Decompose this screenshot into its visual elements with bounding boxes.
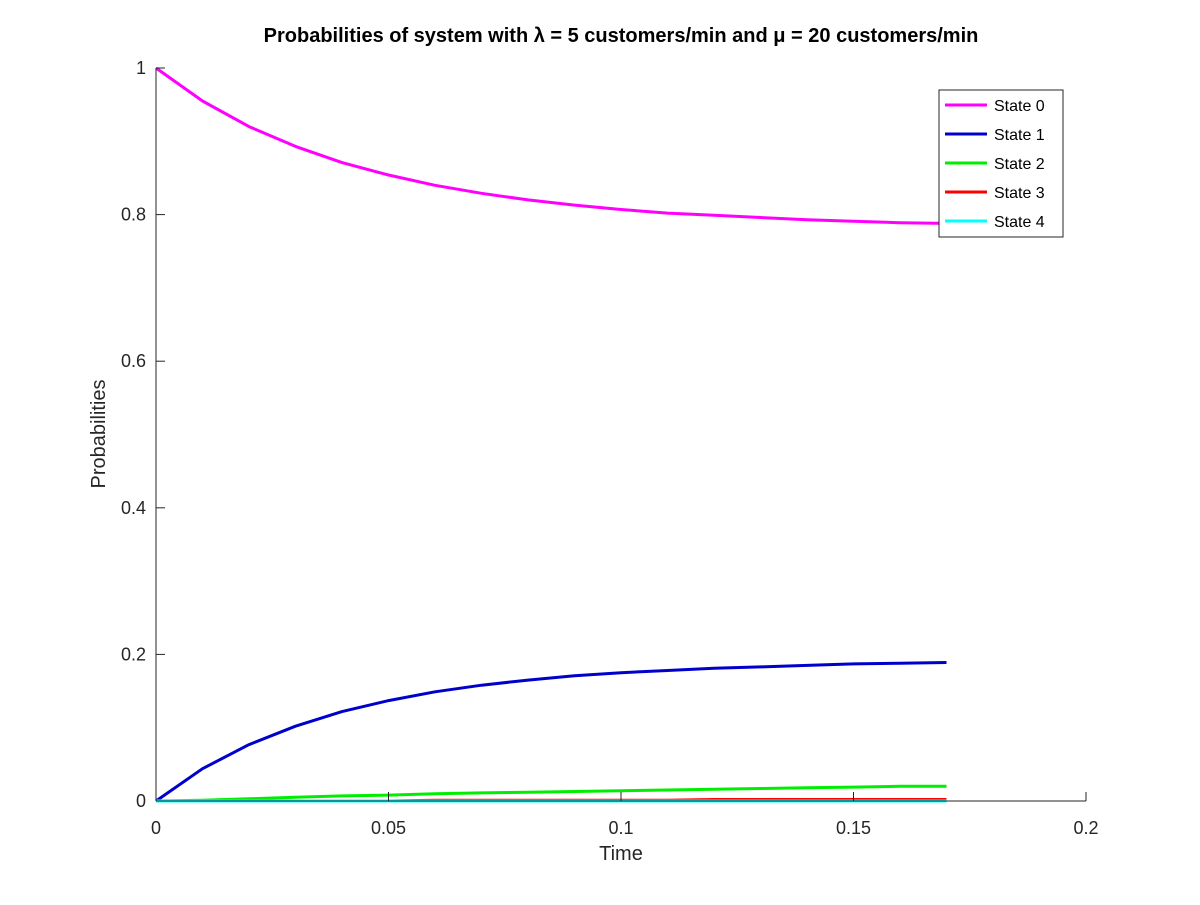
- x-tick-label: 0.1: [608, 818, 633, 838]
- x-tick-label: 0.2: [1073, 818, 1098, 838]
- legend-entry-label: State 2: [994, 156, 1045, 173]
- x-tick-label: 0.05: [371, 818, 406, 838]
- legend-entry-label: State 1: [994, 127, 1045, 144]
- legend-entry-label: State 0: [994, 98, 1045, 115]
- axes: 0 0.05 0.1 0.15 0.2 0 0.2 0.4 0.6 0.8 1: [121, 58, 1099, 838]
- y-tick-label: 0: [136, 791, 146, 811]
- legend-entry-label: State 4: [994, 214, 1045, 231]
- series-line-state-1: [155, 661, 947, 803]
- series-line-state-0: [155, 66, 947, 225]
- series-line-state-2: [155, 784, 947, 803]
- legend-entry-label: State 3: [994, 185, 1045, 202]
- y-tick-label: 0.4: [121, 498, 146, 518]
- chart-title: Probabilities of system with λ = 5 custo…: [264, 25, 979, 47]
- plot-area: [155, 66, 947, 803]
- y-tick-label: 0.2: [121, 644, 146, 664]
- x-tick-label: 0: [151, 818, 161, 838]
- y-axis-label: Probabilities: [88, 380, 110, 489]
- x-axis-label: Time: [599, 843, 643, 865]
- x-tick-label: 0.15: [836, 818, 871, 838]
- y-tick-label: 0.8: [121, 205, 146, 225]
- y-tick-label: 1: [136, 58, 146, 78]
- legend: State 0 State 1 State 2 State 3 State 4: [938, 89, 1064, 238]
- y-tick-label: 0.6: [121, 351, 146, 371]
